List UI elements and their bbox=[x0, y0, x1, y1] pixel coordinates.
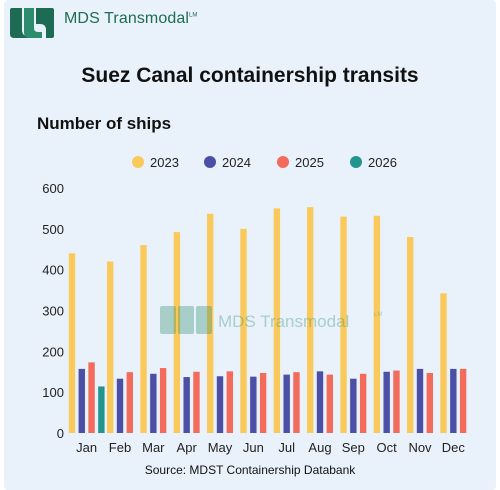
bar bbox=[383, 371, 390, 433]
bar bbox=[193, 371, 200, 433]
bar bbox=[68, 253, 76, 433]
x-tick-label: Aug bbox=[308, 440, 331, 455]
watermark-mark: LM bbox=[374, 312, 382, 318]
legend-label: 2024 bbox=[222, 155, 251, 170]
chart-source: Source: MDST Containership Databank bbox=[144, 463, 356, 477]
bar bbox=[107, 261, 114, 433]
legend-swatch bbox=[132, 156, 144, 168]
x-tick-label: Jul bbox=[278, 440, 295, 455]
bar bbox=[316, 371, 324, 433]
bar bbox=[426, 372, 433, 433]
x-tick-label: Sep bbox=[342, 440, 365, 455]
brand-name: MDS TransmodalLM bbox=[64, 10, 198, 27]
watermark: MDS Transmodal LM bbox=[160, 306, 382, 334]
watermark-logo-icon bbox=[160, 306, 212, 334]
y-tick-label: 600 bbox=[42, 181, 64, 196]
watermark-text: MDS Transmodal bbox=[218, 312, 349, 331]
bar bbox=[359, 373, 367, 433]
y-tick-label: 300 bbox=[42, 304, 64, 319]
bar bbox=[293, 372, 300, 433]
bar bbox=[240, 228, 247, 433]
legend-label: 2026 bbox=[368, 155, 397, 170]
chart-subtitle: Number of ships bbox=[37, 114, 172, 133]
legend-swatch bbox=[350, 156, 362, 168]
bar bbox=[259, 372, 267, 433]
chart-card bbox=[4, 0, 496, 490]
y-tick-label: 400 bbox=[42, 263, 64, 278]
bar bbox=[273, 208, 281, 433]
bar bbox=[416, 368, 424, 433]
x-tick-label: May bbox=[208, 440, 233, 455]
bar bbox=[459, 368, 467, 433]
bar bbox=[226, 371, 233, 433]
bar bbox=[116, 378, 124, 433]
x-tick-label: Dec bbox=[442, 440, 466, 455]
bar bbox=[159, 368, 167, 433]
bar bbox=[150, 373, 157, 433]
bar bbox=[140, 245, 147, 433]
bar bbox=[88, 362, 95, 433]
y-tick-label: 0 bbox=[57, 426, 64, 441]
bar bbox=[350, 378, 357, 433]
chart-title: Suez Canal containership transits bbox=[81, 64, 419, 87]
bar bbox=[440, 293, 447, 433]
y-tick-label: 100 bbox=[42, 385, 64, 400]
bar bbox=[340, 216, 347, 433]
bar bbox=[393, 370, 400, 433]
bar bbox=[183, 377, 190, 433]
bar bbox=[283, 374, 290, 433]
x-tick-label: Feb bbox=[109, 440, 131, 455]
bar bbox=[407, 237, 414, 433]
x-tick-label: Oct bbox=[377, 440, 398, 455]
bar bbox=[126, 372, 133, 433]
y-tick-label: 200 bbox=[42, 344, 64, 359]
x-tick-label: Nov bbox=[408, 440, 432, 455]
mds-logo-icon bbox=[10, 8, 54, 38]
bar bbox=[373, 215, 381, 433]
bar bbox=[173, 232, 181, 433]
legend-swatch bbox=[204, 156, 216, 168]
legend-label: 2025 bbox=[295, 155, 324, 170]
x-tick-label: Jun bbox=[243, 440, 264, 455]
legend-swatch bbox=[277, 156, 289, 168]
bar bbox=[207, 213, 214, 433]
bar bbox=[98, 386, 105, 433]
bar bbox=[250, 376, 257, 433]
bar bbox=[216, 376, 224, 433]
x-tick-label: Mar bbox=[142, 440, 165, 455]
bar bbox=[450, 368, 457, 433]
y-tick-label: 500 bbox=[42, 222, 64, 237]
bar bbox=[326, 374, 333, 433]
legend-label: 2023 bbox=[150, 155, 179, 170]
x-tick-label: Jan bbox=[76, 440, 97, 455]
bar bbox=[78, 368, 85, 433]
bar bbox=[307, 207, 314, 433]
x-tick-label: Apr bbox=[177, 440, 198, 455]
